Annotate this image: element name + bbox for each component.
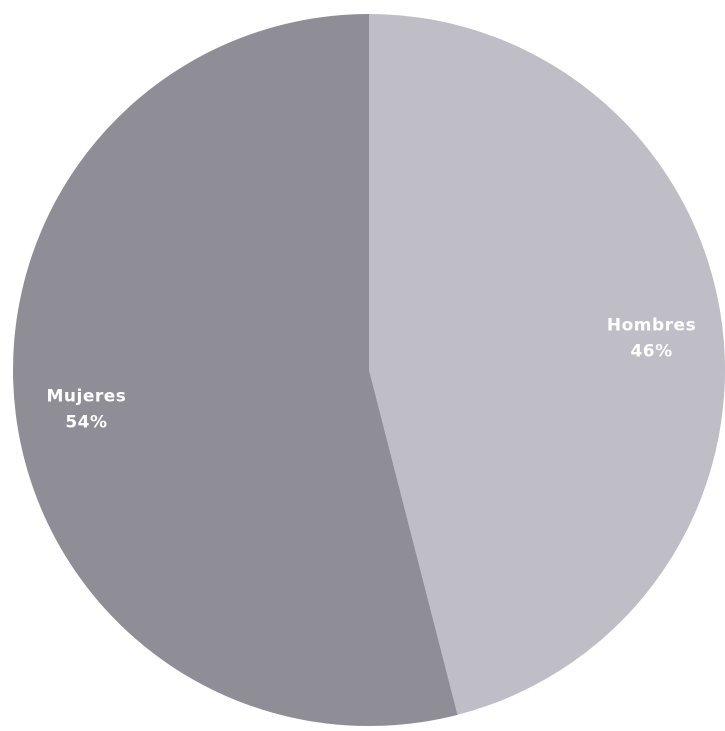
pie-slice-mujeres <box>13 14 458 726</box>
pie-label-hombres: Hombres <box>607 315 696 335</box>
pie-value-label-mujeres: 54% <box>65 413 107 433</box>
pie-labels: Hombres 46% Mujeres 54% <box>46 315 696 433</box>
pie-label-mujeres: Mujeres <box>46 387 126 407</box>
pie-slice-hombres <box>369 14 725 715</box>
pie-value-label-hombres: 46% <box>630 341 672 361</box>
pie-slices <box>13 14 725 726</box>
